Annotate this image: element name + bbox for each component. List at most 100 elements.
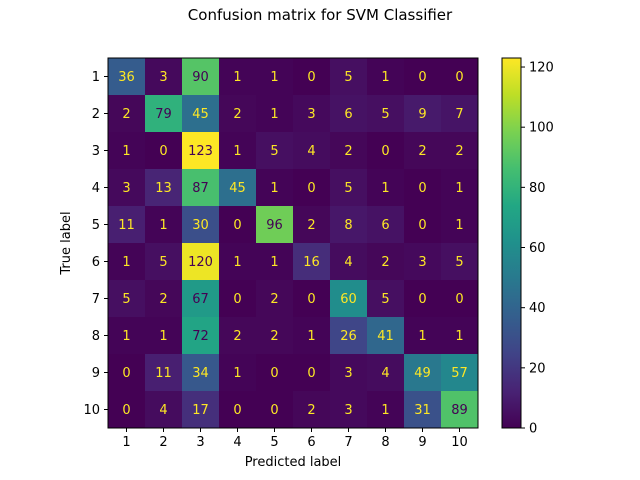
cell-value-label: 1 — [270, 255, 278, 270]
cell-value-label: 4 — [344, 255, 352, 270]
cell-value-label: 5 — [159, 255, 167, 270]
heatmap-cell — [219, 391, 257, 429]
heatmap-cell — [404, 391, 442, 429]
cell-value-label: 60 — [340, 292, 357, 307]
heatmap-cell — [441, 95, 479, 133]
heatmap-cell — [219, 354, 257, 392]
cell-value-label: 5 — [455, 255, 463, 270]
cell-value-label: 1 — [233, 144, 241, 159]
cell-value-label: 57 — [451, 366, 468, 381]
heatmap-cell — [108, 317, 146, 355]
cell-value-label: 3 — [159, 70, 167, 85]
heatmap-cell — [367, 280, 405, 318]
heatmap-cell — [182, 206, 220, 244]
heatmap-cell — [441, 280, 479, 318]
cell-value-label: 31 — [414, 403, 431, 418]
cell-value-label: 11 — [118, 218, 135, 233]
cell-value-label: 2 — [159, 292, 167, 307]
heatmap-cell — [145, 206, 183, 244]
heatmap-cell — [441, 132, 479, 170]
cell-value-label: 5 — [270, 144, 278, 159]
heatmap-cell — [330, 206, 368, 244]
cell-value-label: 5 — [122, 292, 130, 307]
x-tick-label: 8 — [381, 435, 389, 450]
cell-value-label: 0 — [307, 292, 315, 307]
heatmap-cell — [367, 354, 405, 392]
cell-value-label: 6 — [344, 107, 352, 122]
cell-value-label: 3 — [122, 181, 130, 196]
heatmap-cell — [219, 95, 257, 133]
heatmap-cell — [293, 95, 331, 133]
cell-value-label: 2 — [270, 329, 278, 344]
heatmap-cell — [404, 243, 442, 281]
heatmap-cell — [108, 95, 146, 133]
heatmap-cell — [219, 317, 257, 355]
heatmap-cell — [441, 391, 479, 429]
y-axis-label: True label — [59, 211, 74, 275]
heatmap-cell — [256, 95, 294, 133]
cell-value-label: 89 — [451, 403, 468, 418]
cell-value-label: 2 — [344, 144, 352, 159]
cell-value-label: 0 — [122, 403, 130, 418]
heatmap-cell — [293, 354, 331, 392]
heatmap-cell — [182, 95, 220, 133]
heatmap-cell — [441, 317, 479, 355]
cell-value-label: 4 — [381, 366, 389, 381]
heatmap-cell — [219, 58, 257, 96]
heatmap-cell — [219, 132, 257, 170]
y-tick-label: 10 — [83, 403, 100, 418]
x-tick-label: 6 — [307, 435, 315, 450]
colorbar-tick-label: 120 — [529, 61, 554, 76]
colorbar-tick-label: 0 — [529, 422, 537, 437]
cell-value-label: 0 — [233, 292, 241, 307]
heatmap-cell — [145, 243, 183, 281]
cell-value-label: 1 — [122, 329, 130, 344]
heatmap-cell — [330, 58, 368, 96]
cell-value-label: 1 — [159, 218, 167, 233]
cell-value-label: 3 — [344, 366, 352, 381]
heatmap-cell — [182, 243, 220, 281]
x-tick-label: 9 — [418, 435, 426, 450]
cell-value-label: 1 — [233, 366, 241, 381]
cell-value-label: 2 — [307, 403, 315, 418]
cell-value-label: 17 — [192, 403, 209, 418]
cell-value-label: 0 — [233, 218, 241, 233]
heatmap-cell — [404, 58, 442, 96]
cell-value-label: 1 — [233, 255, 241, 270]
heatmap-cell — [256, 317, 294, 355]
cell-value-label: 123 — [188, 144, 213, 159]
cell-value-label: 36 — [118, 70, 135, 85]
heatmap-cell — [330, 317, 368, 355]
cell-value-label: 1 — [381, 403, 389, 418]
heatmap-cell — [293, 206, 331, 244]
cell-value-label: 9 — [418, 107, 426, 122]
cell-value-label: 67 — [192, 292, 209, 307]
heatmap-cell — [219, 206, 257, 244]
cell-value-label: 1 — [270, 107, 278, 122]
cell-value-label: 4 — [307, 144, 315, 159]
cell-value-label: 2 — [381, 255, 389, 270]
cell-value-label: 2 — [307, 218, 315, 233]
cell-value-label: 0 — [381, 144, 389, 159]
heatmap-cell — [145, 132, 183, 170]
colorbar-tick-label: 100 — [529, 121, 554, 136]
heatmap-cell — [293, 317, 331, 355]
heatmap-cell — [367, 95, 405, 133]
cell-value-label: 3 — [307, 107, 315, 122]
y-tick-label: 9 — [92, 366, 100, 381]
heatmap-cell — [145, 354, 183, 392]
cell-value-label: 87 — [192, 181, 209, 196]
heatmap-cell — [108, 169, 146, 207]
cell-value-label: 0 — [233, 403, 241, 418]
heatmap-cell — [367, 169, 405, 207]
heatmap-cell — [145, 95, 183, 133]
y-tick-label: 3 — [92, 144, 100, 159]
cell-value-label: 0 — [270, 366, 278, 381]
heatmap-cell — [145, 280, 183, 318]
cell-value-label: 79 — [155, 107, 172, 122]
heatmap-cell — [404, 169, 442, 207]
cell-value-label: 1 — [307, 329, 315, 344]
cell-value-label: 0 — [455, 292, 463, 307]
cell-value-label: 2 — [233, 107, 241, 122]
heatmap-cell — [108, 391, 146, 429]
